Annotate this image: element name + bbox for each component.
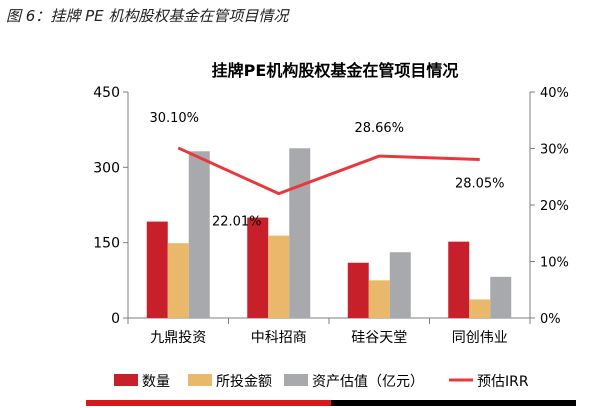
bar-1 — [448, 241, 470, 318]
chart-title: 挂牌PE机构股权基金在管项目情况 — [212, 61, 459, 80]
figure-caption-prefix: 图 6： — [6, 7, 51, 25]
left-tick-label: 150 — [93, 236, 120, 252]
figure-caption: 图 6：挂牌 PE 机构股权基金在管项目情况 — [6, 5, 288, 26]
x-tick-label: 中科招商 — [251, 330, 307, 346]
irr-data-label: 30.10% — [149, 111, 199, 126]
right-tick-label: 20% — [540, 199, 569, 214]
x-tick-label: 九鼎投资 — [150, 330, 206, 346]
bar-3 — [289, 148, 311, 318]
bar-3 — [188, 151, 210, 318]
bar-2 — [469, 299, 491, 318]
legend-label: 数量 — [142, 374, 170, 390]
left-tick-label: 300 — [93, 160, 120, 176]
legend: 数量 所投金额 资产估值（亿元） 预估IRR — [114, 374, 529, 390]
bar-2 — [268, 235, 290, 318]
irr-line — [177, 146, 480, 196]
bar-1 — [146, 221, 168, 318]
legend-label: 预估IRR — [477, 374, 529, 390]
left-tick-label: 450 — [93, 85, 120, 101]
x-tick-label: 硅谷天堂 — [351, 330, 407, 346]
right-tick-label: 30% — [540, 143, 569, 158]
irr-data-label: 22.01% — [212, 215, 262, 230]
legend-label: 资产估值（亿元） — [312, 374, 424, 390]
right-tick-label: 0% — [540, 312, 561, 327]
figure-caption-text: 挂牌 PE 机构股权基金在管项目情况 — [50, 7, 289, 25]
right-tick-label: 40% — [540, 86, 569, 101]
left-tick-label: 0 — [111, 311, 120, 327]
bar-3 — [389, 252, 411, 318]
bar-2 — [368, 280, 390, 318]
irr-line-group: 30.10% 22.01% 28.66% 28.05% — [149, 111, 504, 230]
footer-rule-black — [331, 400, 576, 406]
right-tick-label: 10% — [540, 256, 569, 271]
bar-2 — [167, 243, 189, 318]
legend-swatch-2 — [188, 374, 212, 386]
irr-data-label: 28.05% — [455, 177, 505, 192]
x-tick-label: 同创伟业 — [452, 330, 508, 346]
legend-swatch-3 — [284, 374, 308, 386]
legend-swatch-1 — [114, 374, 138, 386]
footer-rule-red — [86, 400, 331, 406]
legend-label: 所投金额 — [216, 374, 272, 390]
bar-3 — [490, 276, 512, 318]
bar-1 — [347, 262, 369, 318]
irr-data-label: 28.66% — [354, 121, 404, 136]
footer-rule — [86, 400, 576, 406]
bars-group — [146, 148, 512, 318]
bar-1 — [247, 217, 269, 318]
